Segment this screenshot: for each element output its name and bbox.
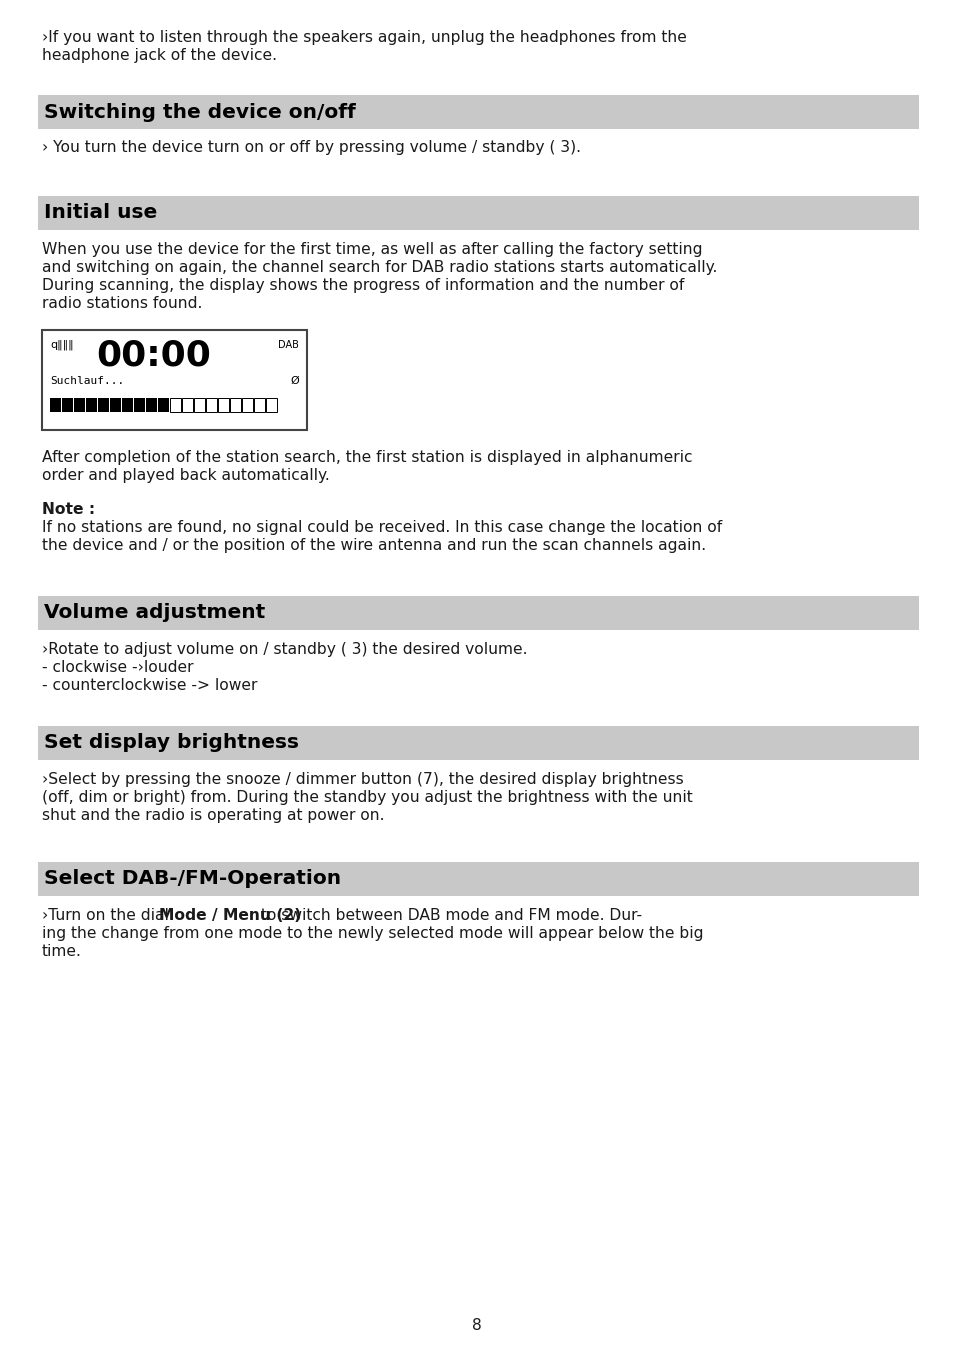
Text: ›Rotate to adjust volume on / standby ( 3) the desired volume.: ›Rotate to adjust volume on / standby ( …	[42, 642, 527, 657]
Text: 00:00: 00:00	[96, 338, 211, 372]
Bar	[133, 398, 145, 412]
Bar	[146, 398, 157, 412]
Bar	[42, 330, 307, 431]
Text: (off, dim or bright) from. During the standby you adjust the brightness with the: (off, dim or bright) from. During the st…	[42, 789, 692, 806]
Bar	[110, 398, 121, 412]
Text: to switch between DAB mode and FM mode. Dur-: to switch between DAB mode and FM mode. …	[256, 909, 642, 923]
Bar	[74, 398, 85, 412]
Bar	[242, 398, 253, 412]
Text: › You turn the device turn on or off by pressing volume / standby ( 3).: › You turn the device turn on or off by …	[42, 139, 580, 154]
Text: Select DAB-/FM-Operation: Select DAB-/FM-Operation	[44, 869, 341, 888]
Text: headphone jack of the device.: headphone jack of the device.	[42, 47, 276, 64]
Bar	[170, 398, 181, 412]
Text: ing the change from one mode to the newly selected mode will appear below the bi: ing the change from one mode to the newl…	[42, 926, 702, 941]
Bar	[38, 196, 918, 230]
Bar	[38, 95, 918, 129]
Bar	[38, 862, 918, 896]
Bar	[266, 398, 276, 412]
Text: ›Select by pressing the snooze / dimmer button (7), the desired display brightne: ›Select by pressing the snooze / dimmer …	[42, 772, 683, 787]
Text: and switching on again, the channel search for DAB radio stations starts automat: and switching on again, the channel sear…	[42, 260, 717, 275]
Text: - clockwise -›louder: - clockwise -›louder	[42, 659, 193, 676]
Bar	[122, 398, 132, 412]
Text: 8: 8	[472, 1319, 481, 1334]
Text: q‖‖‖: q‖‖‖	[50, 340, 73, 351]
Text: Note :: Note :	[42, 502, 95, 517]
Bar	[206, 398, 216, 412]
Text: DAB: DAB	[278, 340, 298, 349]
Text: shut and the radio is operating at power on.: shut and the radio is operating at power…	[42, 808, 384, 823]
Text: ›Turn on the dial: ›Turn on the dial	[42, 909, 173, 923]
Bar	[230, 398, 241, 412]
Bar	[158, 398, 169, 412]
Text: ›If you want to listen through the speakers again, unplug the headphones from th: ›If you want to listen through the speak…	[42, 30, 686, 45]
Bar	[50, 398, 61, 412]
Text: Ø: Ø	[290, 376, 298, 386]
Bar	[182, 398, 193, 412]
Text: During scanning, the display shows the progress of information and the number of: During scanning, the display shows the p…	[42, 278, 683, 292]
Text: the device and / or the position of the wire antenna and run the scan channels a: the device and / or the position of the …	[42, 538, 705, 552]
Text: If no stations are found, no signal could be received. In this case change the l: If no stations are found, no signal coul…	[42, 520, 721, 535]
Text: - counterclockwise -> lower: - counterclockwise -> lower	[42, 678, 257, 693]
Bar	[98, 398, 109, 412]
Text: Switching the device on/off: Switching the device on/off	[44, 103, 355, 122]
Text: After completion of the station search, the first station is displayed in alphan: After completion of the station search, …	[42, 450, 692, 464]
Bar	[253, 398, 265, 412]
Bar	[38, 726, 918, 760]
Text: When you use the device for the first time, as well as after calling the factory: When you use the device for the first ti…	[42, 242, 701, 257]
Text: Suchlauf...: Suchlauf...	[50, 376, 124, 386]
Text: radio stations found.: radio stations found.	[42, 297, 202, 311]
Text: time.: time.	[42, 944, 82, 959]
Text: Initial use: Initial use	[44, 203, 157, 222]
Bar	[62, 398, 73, 412]
Text: order and played back automatically.: order and played back automatically.	[42, 468, 330, 483]
Bar	[218, 398, 229, 412]
Text: Set display brightness: Set display brightness	[44, 734, 298, 753]
Text: Volume adjustment: Volume adjustment	[44, 604, 265, 623]
Text: Mode / Menu (2): Mode / Menu (2)	[159, 909, 301, 923]
Bar	[193, 398, 205, 412]
Bar	[38, 596, 918, 630]
Bar	[86, 398, 97, 412]
